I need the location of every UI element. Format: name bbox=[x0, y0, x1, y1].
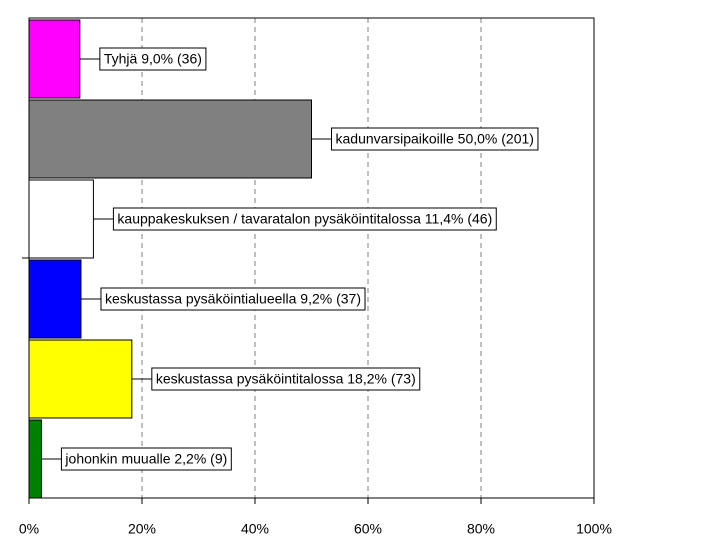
data-label: johonkin muualle 2,2% (9) bbox=[64, 451, 227, 467]
bar bbox=[28, 19, 81, 99]
x-tick-label: 20% bbox=[128, 521, 156, 537]
data-label: keskustassa pysäköintitalossa 18,2% (73) bbox=[156, 371, 416, 387]
x-tick-label: 40% bbox=[241, 521, 269, 537]
label-box bbox=[112, 207, 497, 231]
x-tick-label: 80% bbox=[467, 521, 495, 537]
label-box bbox=[60, 447, 232, 471]
x-tick-label: 0% bbox=[19, 521, 39, 537]
label-box bbox=[331, 127, 539, 151]
label-box bbox=[99, 47, 207, 71]
label-box bbox=[151, 367, 421, 391]
data-label: Tyhjä 9,0% (36) bbox=[104, 51, 202, 67]
x-tick-label: 100% bbox=[576, 521, 612, 537]
bar bbox=[28, 419, 42, 499]
bar bbox=[28, 259, 82, 339]
x-tick-label: 60% bbox=[354, 521, 382, 537]
data-label: kadunvarsipaikoille 50,0% (201) bbox=[336, 131, 534, 147]
plot-frame bbox=[28, 17, 595, 499]
bar bbox=[28, 99, 312, 179]
data-label: keskustassa pysäköintialueella 9,2% (37) bbox=[105, 291, 361, 307]
bar bbox=[28, 339, 133, 419]
data-label: kauppakeskuksen / tavaratalon pysäköinti… bbox=[117, 211, 492, 227]
bar bbox=[28, 179, 94, 259]
label-box bbox=[100, 287, 366, 311]
